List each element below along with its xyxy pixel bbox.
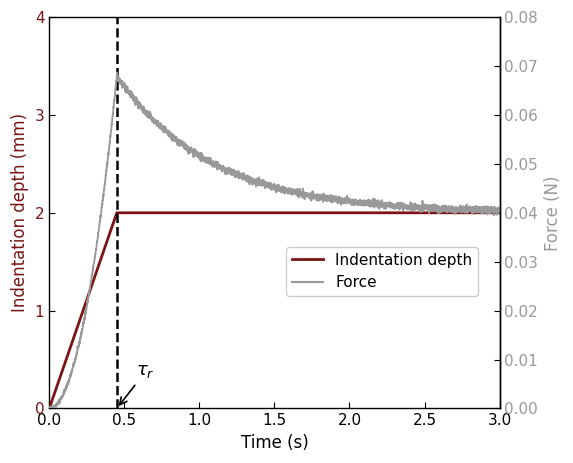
X-axis label: Time (s): Time (s) [241, 434, 308, 452]
Y-axis label: Force (N): Force (N) [544, 175, 562, 250]
Y-axis label: Indentation depth (mm): Indentation depth (mm) [11, 113, 29, 313]
Text: $\tau_r$: $\tau_r$ [120, 362, 155, 405]
Legend: Indentation depth, Force: Indentation depth, Force [286, 247, 478, 296]
